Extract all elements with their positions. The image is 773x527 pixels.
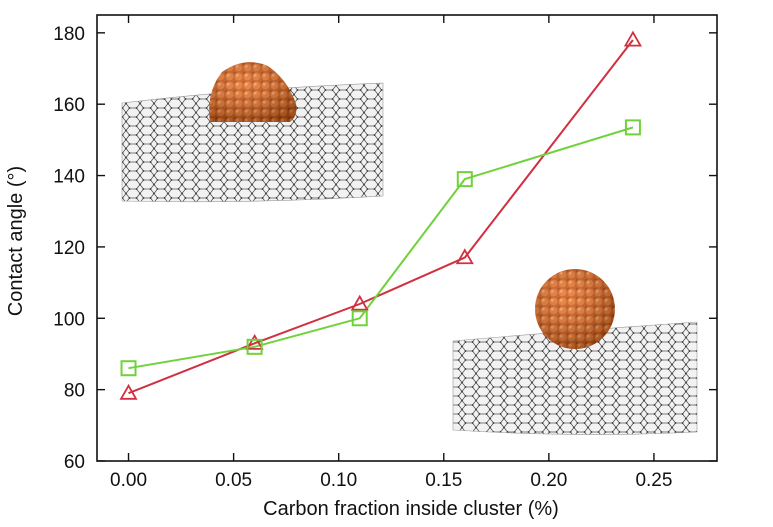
triangle-marker — [350, 294, 369, 311]
x-tick-label: 0.10 — [320, 470, 357, 491]
y-tick-label: 100 — [53, 309, 85, 330]
square-marker — [120, 360, 137, 377]
y-tick-label: 180 — [53, 24, 85, 45]
inset-spherical-droplet — [452, 269, 698, 435]
x-axis-title: Carbon fraction inside cluster (%) — [263, 498, 559, 520]
series-line-triangles — [128, 39, 634, 395]
square-marker — [351, 310, 368, 327]
axes: 0.00 0.05 0.10 0.15 0.20 0.25 60 80 100 120 140 160… — [53, 15, 717, 491]
x-tick-label: 0.05 — [215, 470, 252, 491]
x-tick-label: 0.15 — [425, 470, 462, 491]
triangle-marker — [245, 333, 264, 350]
y-tick-label: 60 — [64, 452, 85, 473]
plot-frame — [96, 14, 718, 462]
triangle-marker — [623, 30, 642, 47]
triangle-marker — [119, 383, 138, 400]
series-line-squares — [128, 126, 634, 370]
y-tick-label: 140 — [53, 167, 85, 188]
inset-flat-droplet — [121, 62, 384, 203]
series-markers — [119, 30, 642, 400]
square-marker — [456, 171, 473, 188]
y-tick-label: 80 — [64, 381, 85, 402]
y-tick-label: 120 — [53, 238, 85, 259]
series-lines — [128, 39, 634, 395]
x-tick-label: 0.00 — [110, 470, 147, 491]
triangle-marker — [455, 248, 474, 265]
x-tick-label: 0.25 — [635, 470, 672, 491]
y-axis-title: Contact angle (°) — [5, 166, 27, 316]
x-tick-label: 0.20 — [530, 470, 567, 491]
square-marker — [624, 119, 641, 136]
square-marker — [246, 338, 263, 355]
y-tick-label: 160 — [53, 95, 85, 116]
